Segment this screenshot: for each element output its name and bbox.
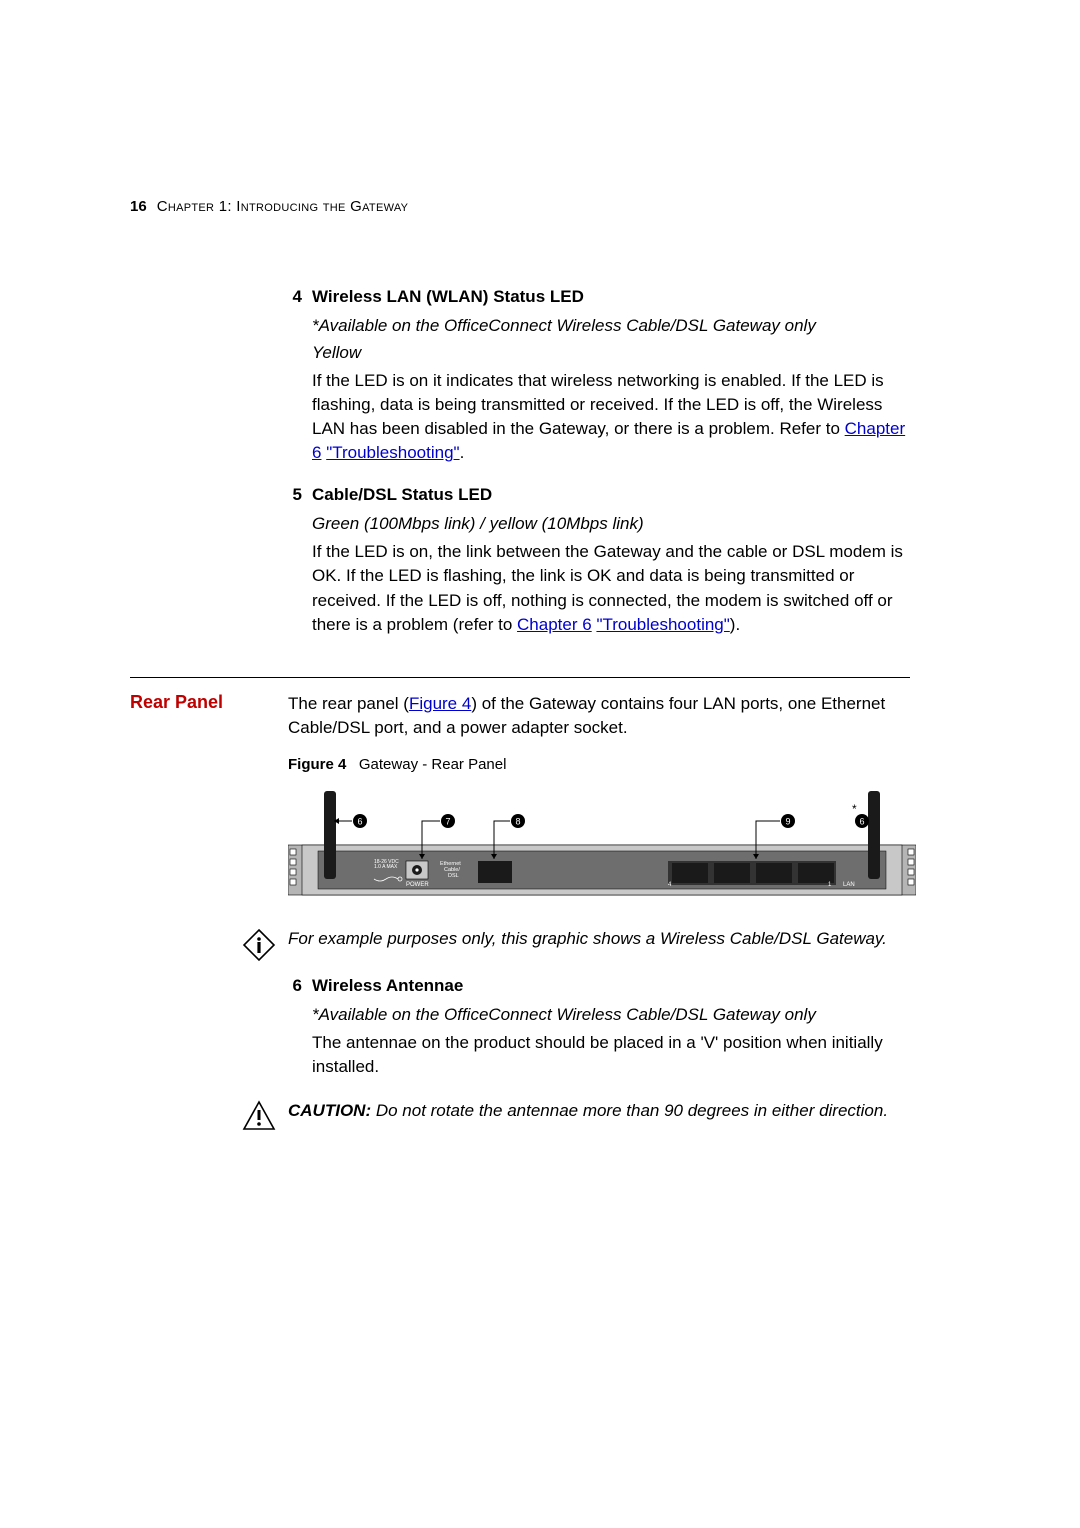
rear-panel-svg: 18-26 VDC 1.0 A MAX POWER Ethernet Cable…: [288, 785, 916, 905]
item-body: If the LED is on it indicates that wirel…: [312, 369, 910, 466]
svg-text:6: 6: [859, 817, 864, 827]
figure-caption: Figure 4 Gateway - Rear Panel: [288, 756, 916, 773]
item-antennae: 6 Wireless Antennae *Available on the Of…: [288, 976, 916, 1093]
chapter-title: Chapter 1: Introducing the Gateway: [157, 198, 409, 215]
info-note: For example purposes only, this graphic …: [288, 928, 916, 962]
rear-panel-intro: The rear panel (Figure 4) of the Gateway…: [288, 692, 916, 740]
link-troubleshooting[interactable]: "Troubleshooting": [596, 615, 729, 634]
led-color: Green (100Mbps link) / yellow (10Mbps li…: [312, 513, 910, 536]
link-figure4[interactable]: Figure 4: [409, 694, 471, 713]
item-content: Wireless LAN (WLAN) Status LED *Availabl…: [312, 287, 910, 479]
svg-text:POWER: POWER: [406, 882, 429, 888]
svg-text:DSL: DSL: [448, 873, 459, 879]
caution-label: CAUTION:: [288, 1101, 371, 1120]
page-container: 16 Chapter 1: Introducing the Gateway 4 …: [0, 0, 1080, 1207]
rear-panel-section: Rear Panel The rear panel (Figure 4) of …: [130, 692, 910, 1147]
item-title: Cable/DSL Status LED: [312, 485, 910, 505]
section-divider: [130, 677, 910, 678]
body-pre: If the LED is on it indicates that wirel…: [312, 371, 884, 438]
item-body: If the LED is on, the link between the G…: [312, 540, 910, 637]
info-icon: [242, 928, 276, 962]
caution-icon: [242, 1099, 276, 1133]
availability-note: *Available on the OfficeConnect Wireless…: [312, 315, 910, 338]
svg-text:8: 8: [515, 817, 520, 827]
svg-text:*: *: [852, 802, 857, 816]
figure-rear-panel: 18-26 VDC 1.0 A MAX POWER Ethernet Cable…: [288, 785, 916, 910]
body-post: ).: [730, 615, 740, 634]
item-number: 4: [288, 287, 302, 479]
item-number: 6: [288, 976, 302, 1093]
page-number: 16: [130, 198, 147, 215]
rear-panel-content: The rear panel (Figure 4) of the Gateway…: [288, 692, 916, 1147]
figure-label: Figure 4: [288, 756, 346, 773]
intro-pre: The rear panel (: [288, 694, 409, 713]
svg-text:6: 6: [357, 817, 362, 827]
svg-text:7: 7: [445, 817, 450, 827]
led-color: Yellow: [312, 342, 910, 365]
caution-body: Do not rotate the antennae more than 90 …: [371, 1101, 888, 1120]
svg-text:1.0 A MAX: 1.0 A MAX: [374, 864, 398, 870]
callout-6-left: 6: [334, 814, 367, 828]
figure-caption-text: Gateway - Rear Panel: [359, 756, 507, 773]
caution-note: CAUTION: Do not rotate the antennae more…: [288, 1099, 916, 1133]
item-cabledsl: 5 Cable/DSL Status LED Green (100Mbps li…: [288, 485, 910, 650]
info-note-text: For example purposes only, this graphic …: [288, 928, 887, 951]
item-content: Wireless Antennae *Available on the Offi…: [312, 976, 916, 1093]
body-post: .: [460, 443, 465, 462]
link-troubleshooting[interactable]: "Troubleshooting": [326, 443, 459, 462]
item-content: Cable/DSL Status LED Green (100Mbps link…: [312, 485, 910, 650]
item-title: Wireless LAN (WLAN) Status LED: [312, 287, 910, 307]
callout-6-right: 6 *: [842, 802, 869, 828]
item-body: The antennae on the product should be pl…: [312, 1031, 916, 1079]
availability-note: *Available on the OfficeConnect Wireless…: [312, 1004, 916, 1027]
upper-content: 4 Wireless LAN (WLAN) Status LED *Availa…: [288, 287, 910, 657]
page-header: 16 Chapter 1: Introducing the Gateway: [130, 198, 910, 215]
item-title: Wireless Antennae: [312, 976, 916, 996]
section-heading: Rear Panel: [130, 692, 278, 713]
item-wlan: 4 Wireless LAN (WLAN) Status LED *Availa…: [288, 287, 910, 479]
item-number: 5: [288, 485, 302, 650]
svg-text:LAN: LAN: [843, 882, 855, 888]
upper-section: 4 Wireless LAN (WLAN) Status LED *Availa…: [130, 287, 910, 657]
left-gutter: Rear Panel: [130, 692, 278, 1147]
caution-text: CAUTION: Do not rotate the antennae more…: [288, 1099, 888, 1123]
svg-text:9: 9: [785, 817, 790, 827]
left-gutter: [130, 287, 278, 657]
link-chapter6[interactable]: Chapter 6: [517, 615, 592, 634]
